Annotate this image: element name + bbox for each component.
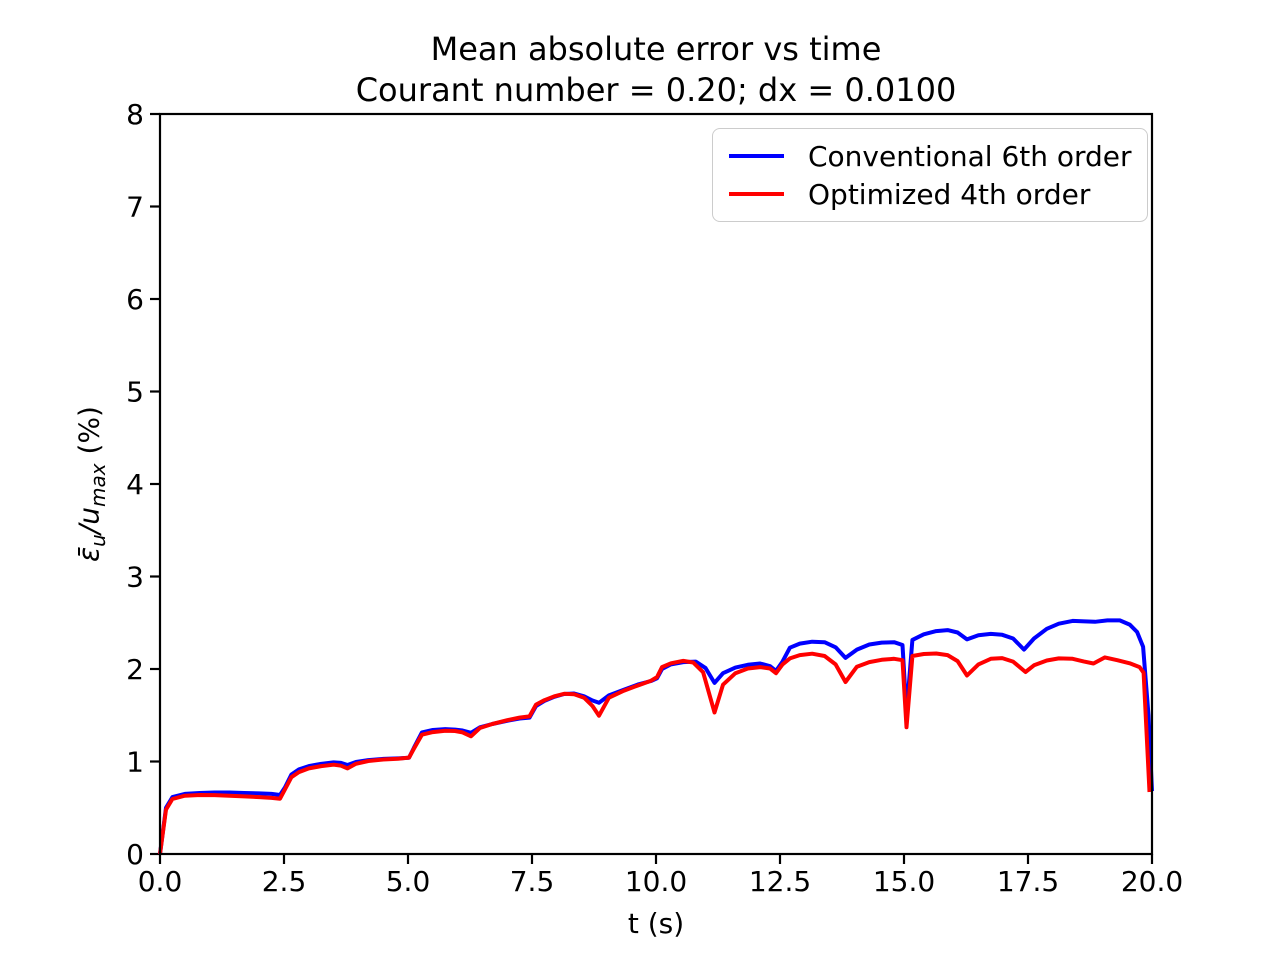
plot-border	[158, 112, 1154, 856]
x-tick-label: 0.0	[138, 865, 183, 898]
ylabel-epsilon-subscript: u	[86, 534, 111, 547]
y-tick-label: 3	[126, 561, 144, 594]
x-tick-label: 17.5	[997, 865, 1059, 898]
y-tick-label: 5	[126, 376, 144, 409]
series-line-0	[158, 618, 1154, 855]
ylabel-u-subscript: max	[86, 463, 111, 507]
x-tick-label: 7.5	[510, 865, 555, 898]
y-tick-label: 7	[126, 191, 144, 224]
x-tick-label: 20.0	[1121, 865, 1183, 898]
x-tick-label: 12.5	[749, 865, 811, 898]
legend-line-sample-red	[729, 192, 784, 196]
legend-label-conventional: Conventional 6th order	[808, 139, 1132, 173]
y-tick-label: 2	[126, 653, 144, 686]
series-lines	[158, 618, 1154, 855]
legend: Conventional 6th order Optimized 4th ord…	[712, 128, 1148, 222]
y-tick-label: 4	[126, 468, 144, 501]
ylabel-slash: /	[72, 524, 106, 535]
y-tick-label: 8	[126, 98, 144, 131]
chart-title: Mean absolute error vs time	[431, 30, 882, 68]
x-tick-label: 15.0	[873, 865, 935, 898]
legend-label-optimized: Optimized 4th order	[808, 177, 1091, 211]
y-tick-label: 0	[126, 838, 144, 871]
y-tick-label: 1	[126, 746, 144, 779]
legend-entry-optimized: Optimized 4th order	[729, 178, 1137, 211]
x-axis-label: t (s)	[628, 907, 684, 940]
x-tick-label: 2.5	[262, 865, 307, 898]
legend-entry-conventional: Conventional 6th order	[729, 140, 1137, 173]
x-tick-label: 5.0	[386, 865, 431, 898]
chart-subtitle: Courant number = 0.20; dx = 0.0100	[356, 71, 957, 109]
x-tick-label: 10.0	[625, 865, 687, 898]
ylabel-unit: (%)	[72, 406, 106, 464]
axis-ticks: 0.0 2.5 5.0 7.5 10.0 12.5 15.0 17.5 20.0 0 1 2 3 4 5 6 7…	[126, 98, 1183, 898]
ylabel-u: u	[72, 506, 106, 525]
legend-line-sample-blue	[729, 154, 784, 158]
ylabel-epsilon-bar: ε̄	[72, 546, 106, 562]
y-tick-label: 6	[126, 283, 144, 316]
y-axis-label: ε̄u/umax (%)	[72, 406, 111, 562]
series-line-1	[158, 651, 1152, 855]
